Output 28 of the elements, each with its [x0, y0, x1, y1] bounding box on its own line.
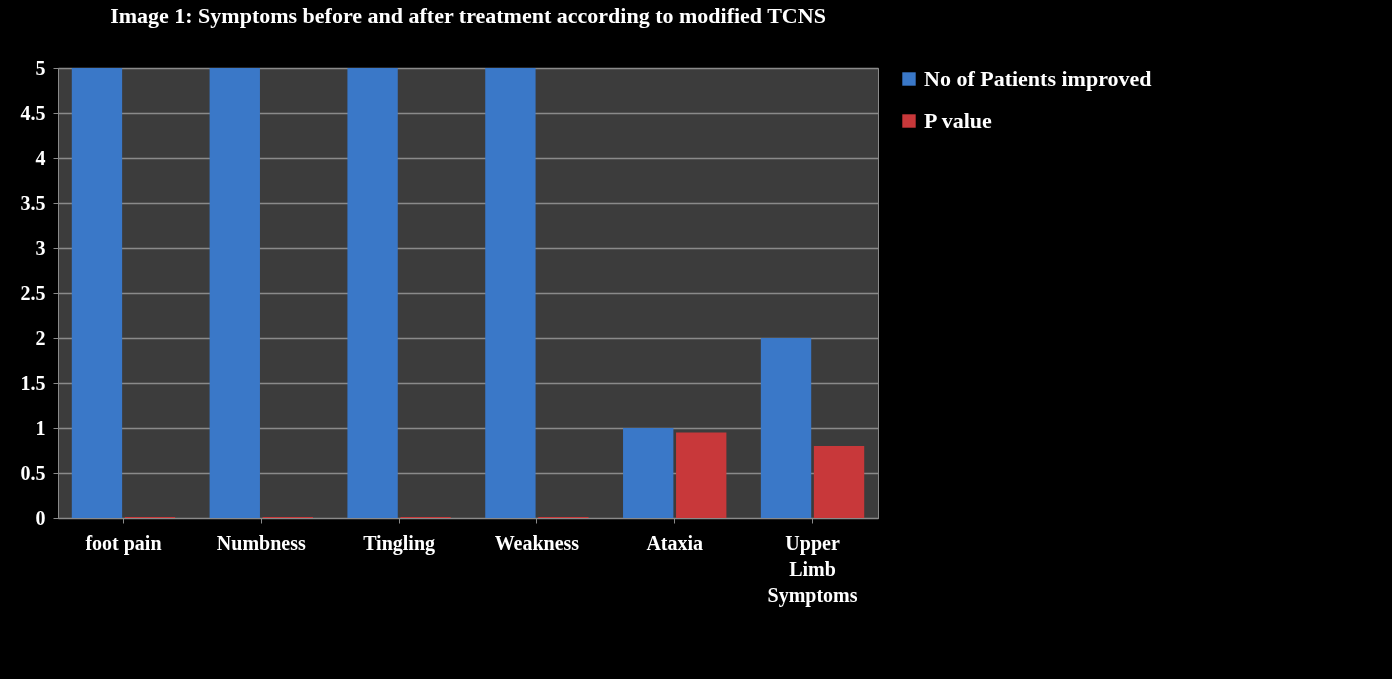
bar — [676, 432, 727, 518]
chart-title: Image 1: Symptoms before and after treatment according to modified TCNS — [110, 3, 826, 28]
y-tick-label: 5 — [35, 56, 46, 79]
bar — [71, 68, 123, 518]
x-tick-label: Upper Limb Symptoms — [767, 531, 858, 607]
y-tick-label: 1 — [35, 416, 46, 439]
y-tick-label: 4 — [35, 146, 46, 169]
legend-label: P value — [924, 108, 993, 133]
x-tick-label: foot pain — [85, 531, 162, 555]
y-tick-label: 4.5 — [20, 101, 46, 124]
y-tick-label: 3 — [35, 236, 46, 259]
bar — [760, 338, 812, 518]
x-tick-label: Tingling — [363, 531, 436, 555]
bar — [209, 68, 260, 518]
bar — [347, 68, 398, 518]
bar — [485, 68, 536, 518]
y-tick-label: 0.5 — [20, 461, 46, 484]
y-tick-label: 0 — [35, 506, 46, 529]
y-tick-label: 3.5 — [20, 191, 46, 214]
y-tick-label: 1.5 — [20, 371, 46, 394]
y-tick-label: 2 — [35, 326, 46, 349]
x-tick-label: Numbness — [216, 531, 306, 554]
bar — [623, 428, 674, 518]
x-tick-label: Ataxia — [646, 531, 704, 554]
y-tick-label: 2.5 — [20, 281, 46, 304]
bar — [813, 446, 865, 518]
legend-label: No of Patients improved — [924, 66, 1152, 91]
x-tick-label: Weakness — [494, 531, 580, 554]
